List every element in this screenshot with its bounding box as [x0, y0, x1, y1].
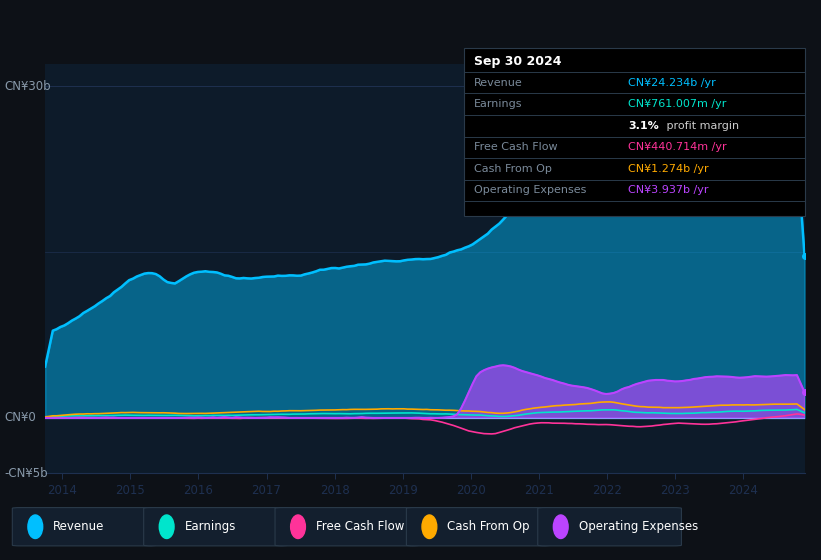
Text: Cash From Op: Cash From Op — [474, 164, 552, 174]
Text: CN¥761.007m /yr: CN¥761.007m /yr — [628, 99, 727, 109]
Text: Operating Expenses: Operating Expenses — [474, 185, 586, 195]
Text: -CN¥5b: -CN¥5b — [4, 466, 48, 480]
Text: Cash From Op: Cash From Op — [447, 520, 530, 533]
Text: Revenue: Revenue — [53, 520, 105, 533]
Ellipse shape — [291, 515, 305, 539]
Text: Operating Expenses: Operating Expenses — [579, 520, 698, 533]
Text: CN¥1.274b /yr: CN¥1.274b /yr — [628, 164, 709, 174]
Text: Sep 30 2024: Sep 30 2024 — [474, 55, 562, 68]
Text: Earnings: Earnings — [185, 520, 236, 533]
Text: Earnings: Earnings — [474, 99, 522, 109]
Text: Free Cash Flow: Free Cash Flow — [474, 142, 557, 152]
FancyBboxPatch shape — [144, 507, 287, 546]
FancyBboxPatch shape — [406, 507, 550, 546]
Text: 3.1%: 3.1% — [628, 121, 658, 131]
Ellipse shape — [553, 515, 568, 539]
Text: CN¥3.937b /yr: CN¥3.937b /yr — [628, 185, 709, 195]
Text: CN¥440.714m /yr: CN¥440.714m /yr — [628, 142, 727, 152]
Text: CN¥30b: CN¥30b — [4, 80, 51, 93]
Ellipse shape — [28, 515, 43, 539]
Text: CN¥24.234b /yr: CN¥24.234b /yr — [628, 78, 716, 88]
FancyBboxPatch shape — [12, 507, 156, 546]
FancyBboxPatch shape — [538, 507, 681, 546]
Text: CN¥0: CN¥0 — [4, 412, 36, 424]
Text: Revenue: Revenue — [474, 78, 522, 88]
Text: Free Cash Flow: Free Cash Flow — [316, 520, 405, 533]
Ellipse shape — [422, 515, 437, 539]
FancyBboxPatch shape — [275, 507, 419, 546]
Ellipse shape — [159, 515, 174, 539]
Text: profit margin: profit margin — [663, 121, 739, 131]
